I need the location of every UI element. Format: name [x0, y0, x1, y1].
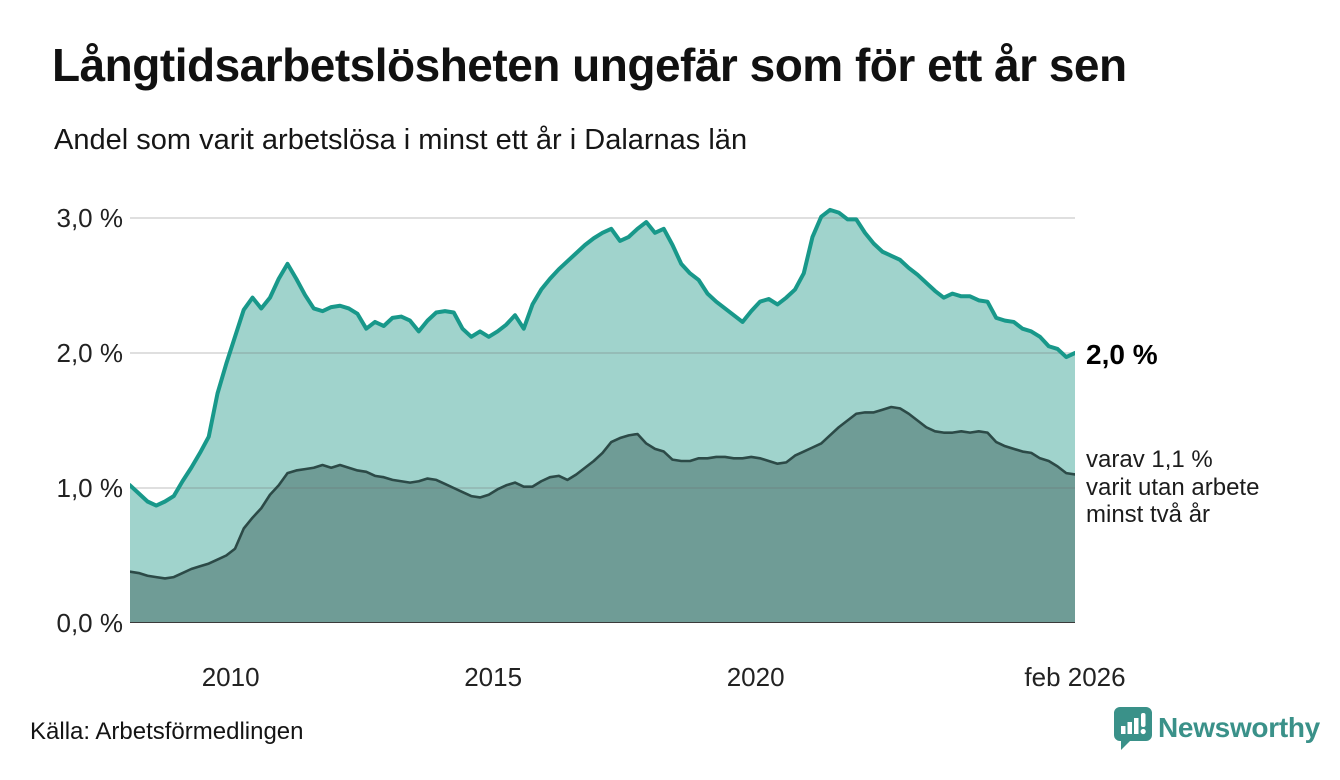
- newsworthy-wordmark: Newsworthy: [1158, 712, 1320, 743]
- y-axis-tick-label: 3,0 %: [56, 203, 124, 233]
- page-title: Långtidsarbetslösheten ungefär som för e…: [52, 39, 1127, 91]
- annotation-line: minst två år: [1086, 501, 1211, 528]
- y-axis-tick-label: 2,0 %: [56, 338, 124, 368]
- series-area: [130, 407, 1075, 623]
- secondary-series-annotation: varav 1,1 % varit utan arbete minst två …: [1086, 446, 1336, 529]
- annotation-line: varit utan arbete: [1086, 473, 1260, 501]
- newsworthy-logo[interactable]: Newsworthy: [1113, 706, 1320, 756]
- chart-plot-area: [130, 207, 1075, 623]
- x-axis-tick-label: 2020: [726, 662, 785, 692]
- source-credit: Källa: Arbetsförmedlingen: [30, 718, 304, 745]
- x-axis-tick-label: 2010: [201, 662, 260, 692]
- annotation-line: varav 1,1 %: [1086, 446, 1213, 473]
- page-subtitle: Andel som varit arbetslösa i minst ett å…: [54, 124, 748, 156]
- bar-chart-speech-bubble-icon: [1114, 707, 1152, 750]
- latest-value-label: 2,0 %: [1086, 339, 1158, 370]
- y-axis-tick-label: 0,0 %: [56, 608, 124, 638]
- x-axis-tick-label: 2015: [464, 662, 523, 692]
- x-axis-tick-label: feb 2026: [1024, 662, 1126, 692]
- y-axis-tick-label: 1,0 %: [56, 473, 124, 503]
- series-line: [130, 207, 1075, 508]
- series-line: [130, 405, 1075, 580]
